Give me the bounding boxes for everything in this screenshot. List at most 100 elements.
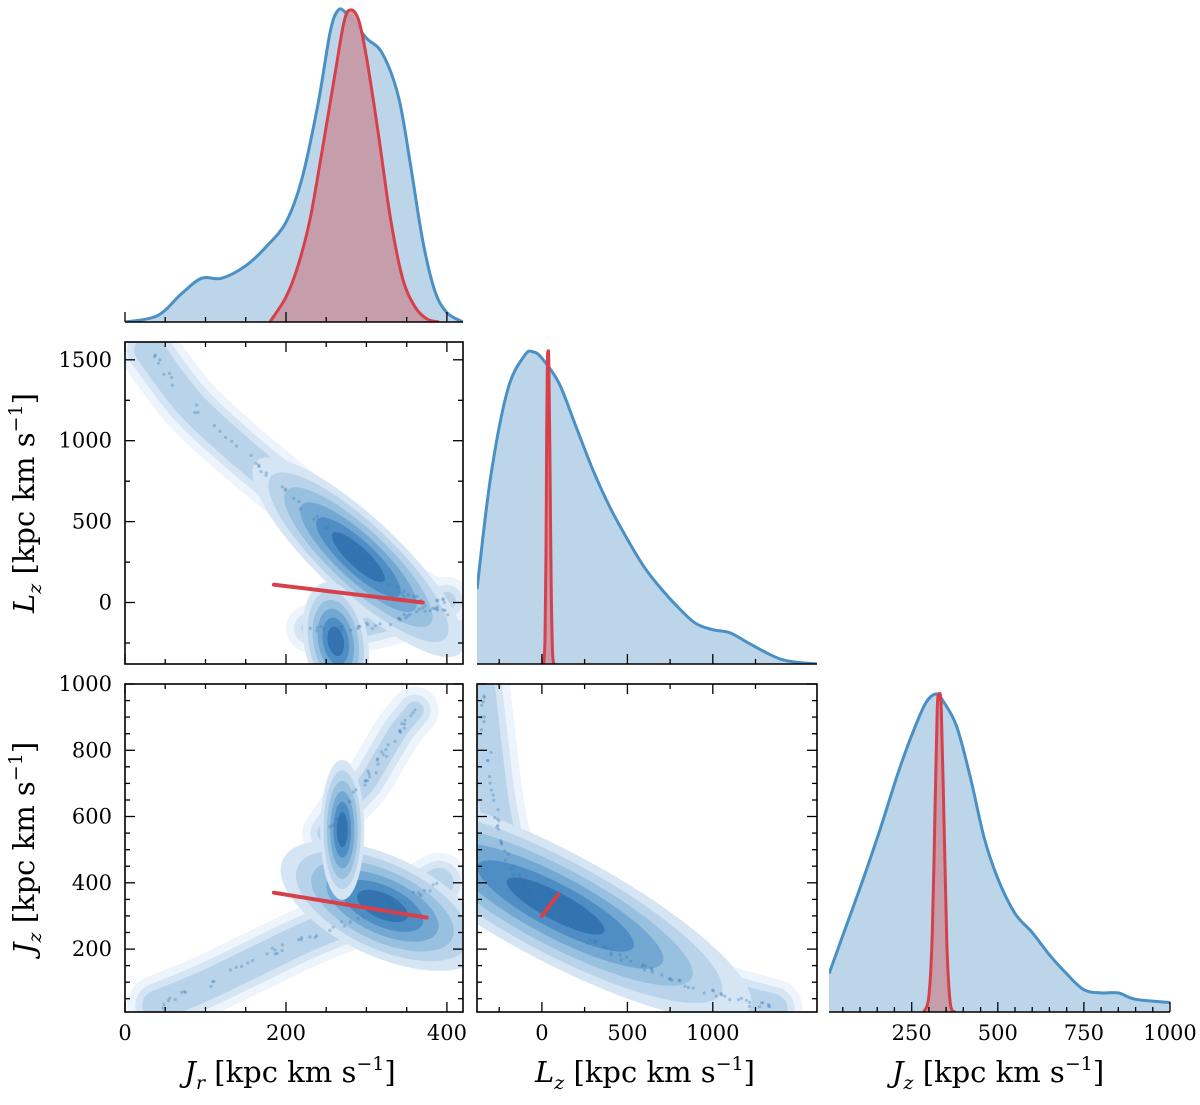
- joint-lz-vs-jr-sample-point: [316, 626, 320, 630]
- x-tick-label-lz: 500: [607, 1021, 647, 1045]
- joint-lz-vs-jr-sample-point: [331, 626, 335, 630]
- joint-jz-vs-jr-sample-point: [365, 779, 370, 783]
- joint-lz-vs-jr-sample-point: [366, 623, 370, 627]
- joint-jz-vs-lz-sample-point: [528, 882, 533, 886]
- joint-jz-vs-jr-sample-point: [382, 901, 386, 906]
- joint-lz-vs-jr-sample-point: [356, 626, 360, 631]
- joint-jz-vs-jr-sample-point: [384, 905, 388, 909]
- joint-jz-vs-jr-sample-point: [354, 788, 358, 792]
- joint-jz-vs-jr-sample-point: [338, 814, 343, 818]
- joint-lz-vs-jr-sample-point: [259, 470, 263, 474]
- joint-jz-vs-lz-sample-point: [710, 988, 715, 992]
- joint-lz-vs-jr-sample-point: [408, 613, 412, 617]
- joint-jz-vs-jr-sample-point: [431, 883, 435, 887]
- joint-jz-vs-jr-panel: [127, 686, 463, 1012]
- joint-jz-vs-jr-sample-point: [211, 980, 215, 984]
- joint-jz-vs-lz-sample-point: [533, 892, 537, 896]
- joint-jz-vs-jr-sample-point: [273, 948, 277, 952]
- joint-jz-vs-lz-sample-point: [491, 793, 495, 797]
- joint-jz-vs-lz-sample-point: [489, 750, 493, 755]
- marginal-jz-panel: [829, 691, 1170, 1012]
- joint-lz-vs-jr-sample-point: [167, 371, 171, 375]
- joint-jz-vs-lz-sample-point: [486, 758, 490, 762]
- joint-jz-vs-lz-sample-point: [492, 798, 496, 803]
- joint-lz-vs-jr-sample-point: [170, 383, 174, 387]
- joint-jz-vs-lz-sample-point: [609, 953, 613, 957]
- joint-lz-vs-jr-sample-point: [403, 589, 407, 593]
- joint-jz-vs-jr-sample-point: [403, 901, 407, 905]
- joint-jz-vs-lz-sample-point: [748, 1000, 752, 1005]
- joint-jz-vs-jr-sample-point: [347, 799, 351, 803]
- joint-lz-vs-jr-sample-point: [441, 598, 445, 602]
- joint-jz-vs-jr-sample-point: [435, 881, 439, 886]
- joint-lz-vs-jr-sample-point: [297, 500, 301, 504]
- joint-jz-vs-jr-sample-point: [280, 948, 284, 953]
- joint-lz-vs-jr-sample-point: [431, 606, 435, 610]
- joint-lz-vs-jr-sample-point: [402, 613, 406, 617]
- joint-jz-vs-jr-sample-point: [328, 825, 332, 829]
- joint-lz-vs-jr-sample-point: [405, 614, 409, 618]
- joint-lz-vs-jr-sample-point: [355, 550, 359, 554]
- joint-lz-vs-jr-sample-point: [153, 354, 157, 359]
- joint-jz-vs-jr-sample-point: [384, 748, 388, 752]
- joint-jz-vs-lz-sample-point: [479, 728, 484, 732]
- joint-jz-vs-lz-sample-point: [534, 890, 538, 895]
- joint-lz-vs-jr-sample-point: [338, 625, 343, 629]
- joint-jz-vs-jr-sample-point: [366, 769, 370, 773]
- joint-jz-vs-jr-sample-point: [168, 996, 172, 1000]
- joint-jz-vs-jr-sample-point: [364, 779, 368, 783]
- joint-lz-vs-jr-sample-point: [423, 604, 427, 608]
- joint-lz-vs-jr-sample-point: [292, 496, 296, 500]
- joint-jz-vs-lz-sample-point: [564, 919, 569, 923]
- joint-jz-vs-lz-sample-point: [525, 881, 529, 885]
- joint-jz-vs-jr-contour-1-5: [336, 812, 348, 848]
- joint-lz-vs-jr-panel: [125, 342, 463, 664]
- joint-jz-vs-lz-sample-point: [496, 808, 500, 812]
- joint-jz-vs-jr-sample-point: [331, 823, 335, 827]
- marginal-jr-blue-curve: [125, 7, 463, 322]
- joint-jz-vs-lz-sample-point: [499, 841, 504, 845]
- joint-jz-vs-lz-sample-point: [711, 989, 716, 993]
- y-tick-label-lz: 1000: [59, 429, 112, 453]
- joint-jz-vs-jr-sample-point: [384, 754, 388, 758]
- joint-jz-vs-lz-sample-point: [691, 986, 695, 990]
- joint-jz-vs-jr-sample-point: [335, 823, 339, 828]
- joint-jz-vs-lz-sample-point: [528, 885, 532, 889]
- joint-lz-vs-jr-sample-point: [331, 628, 335, 633]
- joint-jz-vs-lz-sample-point: [512, 873, 516, 877]
- joint-lz-vs-jr-sample-point: [257, 463, 261, 467]
- joint-jz-vs-jr-sample-point: [403, 718, 407, 723]
- joint-jz-vs-lz-sample-point: [678, 979, 682, 983]
- joint-jz-vs-lz-sample-point: [534, 897, 538, 901]
- joint-jz-vs-jr-sample-point: [240, 964, 244, 969]
- joint-jz-vs-lz-sample-point: [500, 842, 504, 846]
- joint-lz-vs-jr-sample-point: [397, 617, 401, 621]
- joint-jz-vs-lz-sample-point: [519, 875, 523, 880]
- marginal-jz-blue-curve: [829, 692, 1170, 1004]
- joint-jz-vs-lz-red-line: [539, 892, 561, 918]
- joint-lz-vs-jr-sample-point: [415, 610, 419, 614]
- joint-jz-vs-lz-sample-point: [586, 941, 590, 945]
- joint-lz-vs-jr-sample-point: [280, 485, 284, 489]
- joint-lz-vs-jr-sample-point: [387, 583, 391, 587]
- joint-lz-vs-jr-sample-point: [340, 543, 344, 547]
- joint-jz-vs-lz-sample-point: [650, 968, 654, 972]
- joint-jz-vs-jr-sample-point: [393, 900, 397, 904]
- axis-ticks: [124, 312, 1171, 1012]
- joint-lz-vs-jr-sample-point: [170, 375, 174, 379]
- joint-jz-vs-lz-sample-point: [629, 959, 633, 963]
- joint-lz-vs-jr-sample-point: [395, 585, 399, 589]
- joint-lz-vs-jr-sample-point: [415, 594, 419, 599]
- joint-lz-vs-jr-contour-1-5: [327, 626, 345, 657]
- joint-lz-vs-jr-sample-point: [446, 613, 450, 617]
- joint-jz-vs-jr-sample-point: [270, 946, 274, 950]
- joint-jz-vs-lz-sample-point: [481, 700, 485, 704]
- joint-jz-vs-lz-sample-point: [552, 914, 557, 918]
- joint-jz-vs-lz-sample-point: [554, 917, 558, 922]
- joint-jz-vs-jr-sample-point: [356, 917, 360, 921]
- joint-jz-vs-jr-sample-point: [397, 898, 401, 902]
- joint-jz-vs-jr-sample-point: [422, 888, 426, 893]
- joint-jz-vs-jr-sample-point: [340, 806, 345, 810]
- joint-jz-vs-lz-sample-point: [649, 966, 653, 970]
- joint-jz-vs-lz-sample-point: [714, 994, 718, 998]
